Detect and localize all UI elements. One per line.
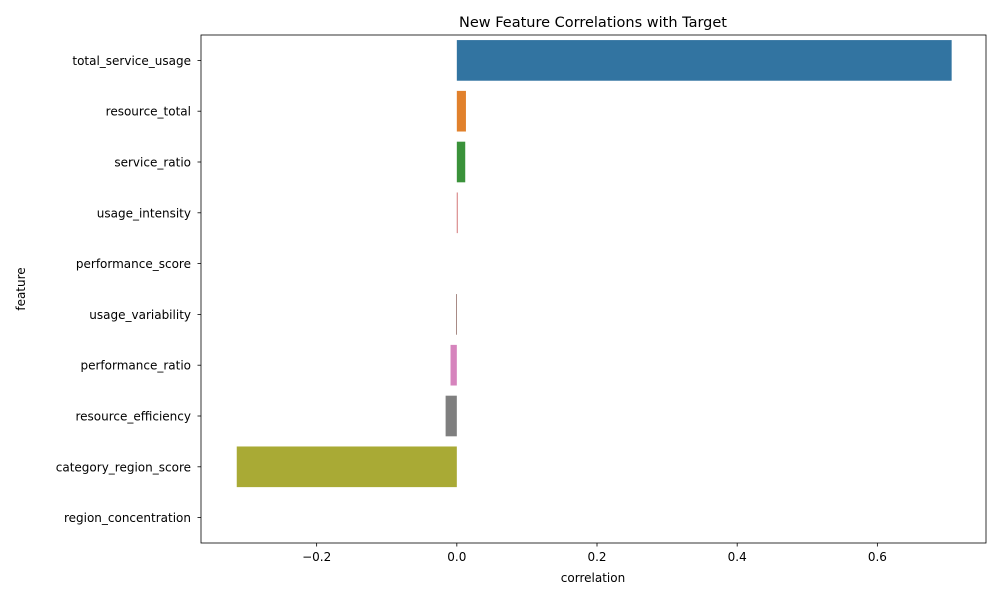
bar-service-ratio xyxy=(456,141,466,183)
bar-category-region-score xyxy=(236,446,457,488)
x-axis-label: correlation xyxy=(561,571,625,585)
x-tick-label: 0.4 xyxy=(728,550,747,564)
y-axis: total_service_usage resource_totalservice… xyxy=(56,54,201,525)
y-tick-label: category_region_score xyxy=(56,460,191,474)
x-axis: −0.2 0.0 0.2 0.4 0.6 xyxy=(302,543,887,564)
y-tick-label: performance_ratio xyxy=(80,359,191,373)
y-tick-label: usage_intensity xyxy=(97,206,191,220)
y-tick-label: resource_efficiency xyxy=(75,410,191,424)
x-tick-label: 0.0 xyxy=(447,550,466,564)
bar-usage-variability xyxy=(456,294,457,335)
chart-title: New Feature Correlations with Target xyxy=(459,15,727,31)
bar-resource-efficiency xyxy=(445,395,457,437)
x-tick-label: 0.2 xyxy=(587,550,606,564)
bar-resource-total xyxy=(456,90,466,132)
y-axis-label: feature xyxy=(14,267,28,310)
bar-usage-intensity xyxy=(456,192,458,234)
x-tick-label: −0.2 xyxy=(302,550,331,564)
y-tick-label: performance_score xyxy=(76,257,191,271)
y-tick-label: total_service_usage xyxy=(72,54,191,68)
y-tick-label: region_concentration xyxy=(64,511,191,525)
y-tick-label: resource_total xyxy=(106,105,191,119)
y-tick-label: service_ratio xyxy=(114,156,191,170)
x-tick-label: 0.6 xyxy=(868,550,887,564)
y-tick-label: usage_variability xyxy=(89,308,191,322)
axes-frame xyxy=(200,34,987,544)
bar-performance-ratio xyxy=(450,344,457,386)
bar-total-service-usage xyxy=(456,40,952,81)
bars-group xyxy=(236,40,952,488)
